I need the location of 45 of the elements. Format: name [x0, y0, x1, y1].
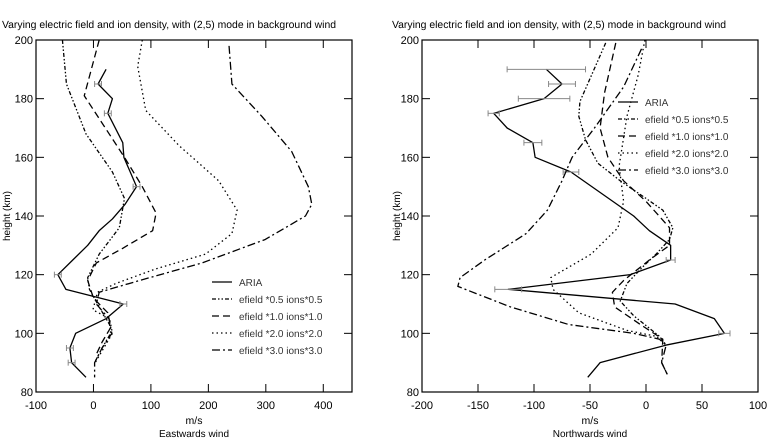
- y-tick-label: 80: [20, 387, 33, 399]
- legend-label: efield *2.0 ions*2.0: [645, 149, 729, 160]
- x-axis-title: m/s: [582, 415, 598, 427]
- legend-label: ARIA: [645, 98, 669, 109]
- x-tick-label: -150: [466, 400, 490, 412]
- legend-label: efield *1.0 ions*1.0: [645, 132, 729, 143]
- text: Northwards wind: [552, 429, 628, 440]
- x-tick-label: 200: [199, 400, 218, 412]
- x-tick-label: 0: [90, 400, 97, 412]
- y-tick-label: 100: [14, 328, 33, 340]
- y-tick-label: 200: [400, 35, 419, 47]
- y-axis-title: height (km): [2, 190, 13, 242]
- legend-label: ARIA: [239, 278, 263, 289]
- text: Eastwards wind: [158, 429, 230, 440]
- x-tick-label: 50: [696, 400, 708, 412]
- y-tick-label: 120: [14, 270, 33, 282]
- y-tick-label: 80: [406, 387, 419, 399]
- legend-label: efield *0.5 ions*0.5: [239, 295, 323, 306]
- legend-label: efield *2.0 ions*2.0: [239, 329, 323, 340]
- y-tick-label: 140: [14, 211, 33, 223]
- y-tick-label: 180: [400, 94, 419, 106]
- x-tick-label: 100: [748, 400, 768, 412]
- legend-label: efield *3.0 ions*3.0: [645, 166, 729, 177]
- x-tick-label: -200: [410, 400, 434, 412]
- y-tick-label: 200: [14, 35, 33, 47]
- x-tick-label: 300: [256, 400, 275, 412]
- x-tick-label: 0: [642, 400, 650, 412]
- y-axis-title: height (km): [392, 190, 403, 242]
- legend-label: efield *0.5 ions*0.5: [645, 115, 729, 126]
- legend-label: efield *3.0 ions*3.0: [239, 346, 323, 357]
- x-tick-label: 100: [142, 400, 160, 412]
- legend-label: efield *1.0 ions*1.0: [239, 312, 323, 323]
- x-tick-label: 400: [314, 400, 332, 412]
- x-tick-label: -100: [522, 400, 546, 412]
- x-tick-label: -50: [582, 400, 598, 412]
- y-tick-label: 160: [400, 152, 419, 164]
- y-tick-label: 120: [400, 270, 419, 282]
- y-tick-label: 100: [400, 328, 419, 340]
- x-axis-title: m/s: [186, 415, 202, 427]
- y-tick-label: 180: [14, 94, 33, 106]
- y-tick-label: 140: [400, 211, 419, 223]
- chart-title: Varying electric field and ion density, with (2,5) mode in background wind: [392, 20, 726, 31]
- chart-title: Varying electric field and ion density, with (2,5) mode in background wind: [2, 20, 336, 31]
- x-tick-label: -100: [24, 400, 48, 412]
- y-tick-label: 160: [14, 152, 33, 164]
